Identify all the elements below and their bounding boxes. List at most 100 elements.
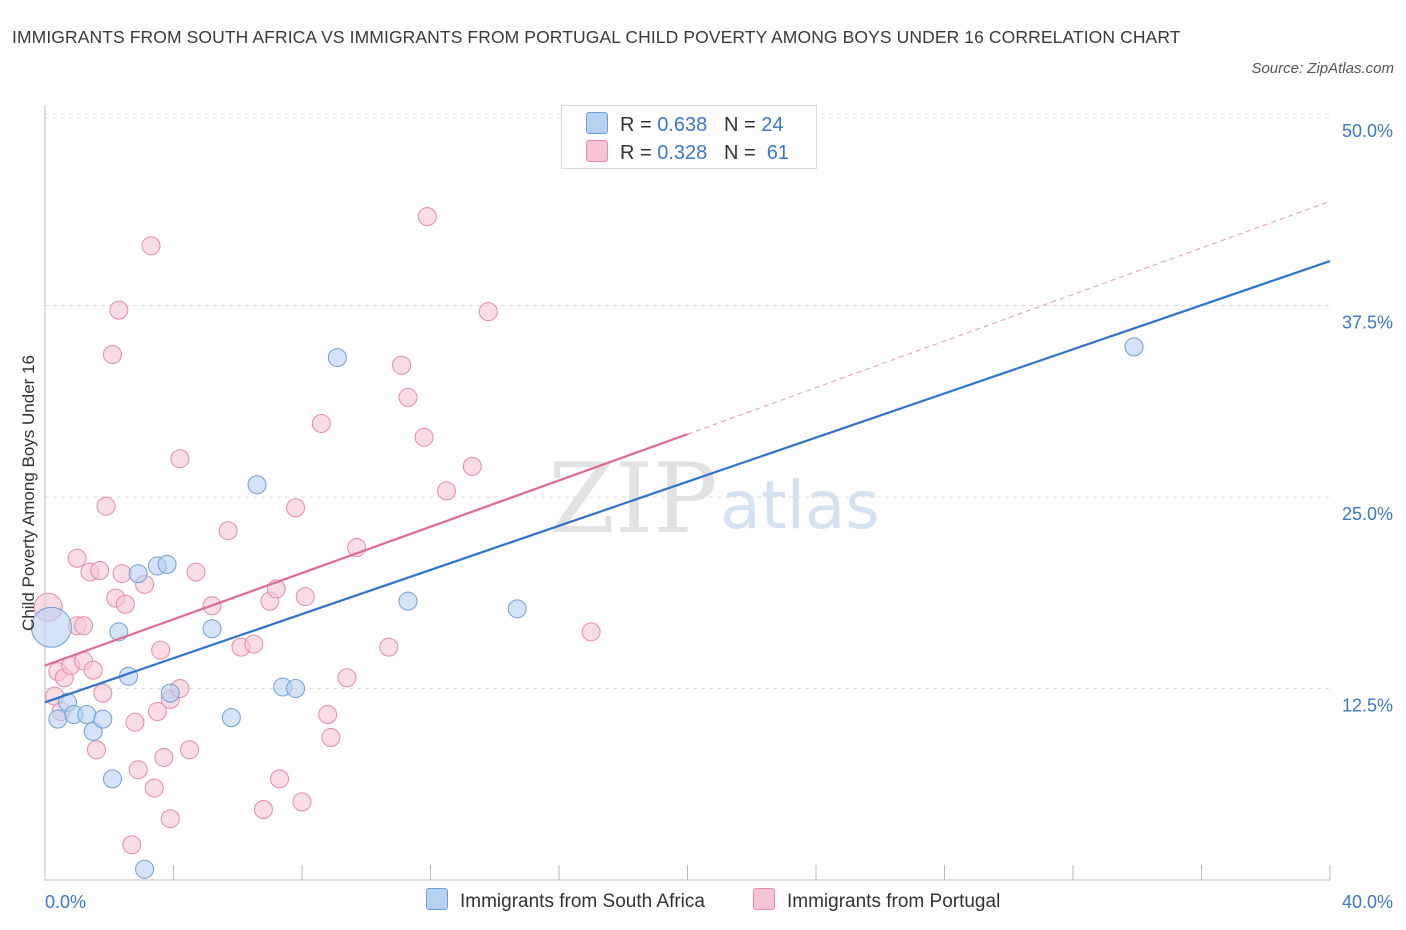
portugal-point <box>478 302 498 322</box>
pink-swatch <box>753 888 775 910</box>
r-value: 0.638 <box>657 114 708 136</box>
blue-swatch <box>586 112 608 134</box>
series-portugal-points <box>33 207 601 855</box>
r-label: R = <box>620 114 658 136</box>
portugal-point <box>186 562 206 582</box>
south-africa-point <box>135 859 155 879</box>
portugal-point <box>581 622 601 642</box>
portugal-point <box>151 640 171 660</box>
y-tick-label: 12.5% <box>1342 696 1393 716</box>
portugal-point <box>286 498 306 518</box>
n-label: N = <box>723 142 762 164</box>
south-africa-point <box>102 769 122 789</box>
portugal-point <box>86 740 106 760</box>
portugal-point <box>74 616 94 636</box>
x-tick-label: 40.0% <box>1342 892 1393 912</box>
south-africa-point <box>30 606 72 648</box>
portugal-point <box>170 449 190 469</box>
chart-title: IMMIGRANTS FROM SOUTH AFRICA VS IMMIGRAN… <box>12 27 1181 47</box>
portugal-point <box>337 668 357 688</box>
south-africa-point <box>507 599 527 619</box>
grid-lines <box>45 113 1330 689</box>
south-africa-point <box>202 619 222 639</box>
trend-lines <box>44 200 1331 704</box>
south-africa-point <box>221 708 241 728</box>
portugal-point <box>270 769 290 789</box>
y-tick-label: 25.0% <box>1342 504 1393 524</box>
portugal-point <box>144 778 164 798</box>
south-africa-point <box>398 591 418 611</box>
y-tick-label: 50.0% <box>1342 121 1393 141</box>
watermark-atlas: atlas <box>720 467 880 544</box>
portugal-point <box>244 634 264 654</box>
portugal-point <box>115 594 135 614</box>
portugal-point <box>122 835 142 855</box>
portugal-point <box>128 760 148 780</box>
series-legend: Immigrants from South Africa Immigrants … <box>0 888 1406 918</box>
y-axis-label: Child Poverty Among Boys Under 16 <box>19 355 38 631</box>
legend-item-portugal: Immigrants from Portugal <box>753 888 1000 913</box>
legend-label: Immigrants from Portugal <box>787 891 1001 912</box>
portugal-point <box>253 800 273 820</box>
blue-swatch <box>426 888 448 910</box>
legend-label: Immigrants from South Africa <box>460 891 705 912</box>
south-africa-point <box>128 564 148 584</box>
south-africa-trend-line <box>44 260 1331 704</box>
portugal-point <box>90 561 110 581</box>
stats-legend-row-south-africa: R = 0.638 N = 24 <box>586 112 783 138</box>
r-value: 0.328 <box>657 142 708 164</box>
r-label: R = <box>620 142 658 164</box>
portugal-trend-line <box>44 433 688 667</box>
portugal-point <box>292 792 312 812</box>
south-africa-point <box>160 683 180 703</box>
portugal-point <box>392 355 412 375</box>
y-tick-label: 37.5% <box>1342 313 1393 333</box>
portugal-point <box>218 521 238 541</box>
portugal-point <box>379 637 399 657</box>
portugal-point <box>180 740 200 760</box>
south-africa-point <box>93 709 113 729</box>
portugal-point <box>67 548 87 568</box>
portugal-point <box>154 747 174 767</box>
portugal-point <box>125 712 145 732</box>
south-africa-point <box>77 705 97 725</box>
x-tick-label: 0.0% <box>45 892 86 912</box>
portugal-point <box>141 236 161 256</box>
south-africa-point <box>247 475 267 495</box>
portugal-point <box>437 481 457 501</box>
legend-item-south-africa: Immigrants from South Africa <box>426 888 705 913</box>
portugal-point <box>102 345 122 365</box>
portugal-point <box>295 587 315 607</box>
chart-source: Source: ZipAtlas.com <box>1251 60 1394 77</box>
portugal-point <box>109 300 129 320</box>
axes <box>44 105 1331 881</box>
stats-legend: R = 0.638 N = 24 R = 0.328 N = 61 <box>561 105 817 169</box>
n-label: N = <box>723 114 762 136</box>
pink-swatch <box>586 140 608 162</box>
portugal-point <box>417 207 437 227</box>
portugal-point <box>160 809 180 829</box>
portugal-point <box>93 683 113 703</box>
stats-legend-row-portugal: R = 0.328 N = 61 <box>586 140 789 166</box>
south-africa-point <box>327 348 347 368</box>
south-africa-point <box>48 709 68 729</box>
portugal-point <box>112 564 132 584</box>
n-value: 24 <box>761 114 784 136</box>
portugal-point <box>398 387 418 407</box>
portugal-point <box>414 427 434 447</box>
portugal-point <box>462 456 482 476</box>
portugal-point <box>147 701 167 721</box>
portugal-point <box>311 413 331 433</box>
south-africa-point <box>286 679 306 698</box>
tick-labels: 12.5% 25.0% 37.5% 50.0% 0.0% 40.0% <box>45 121 1393 912</box>
watermark: ZIP atlas <box>548 443 879 555</box>
portugal-point <box>96 496 116 516</box>
portugal-point <box>318 705 338 725</box>
portugal-point <box>321 728 341 748</box>
n-value: 61 <box>766 142 790 164</box>
watermark-zip: ZIP <box>548 443 717 555</box>
series-south-africa-points <box>30 337 1144 879</box>
south-africa-point <box>157 554 177 574</box>
portugal-trend-extension <box>687 200 1331 435</box>
